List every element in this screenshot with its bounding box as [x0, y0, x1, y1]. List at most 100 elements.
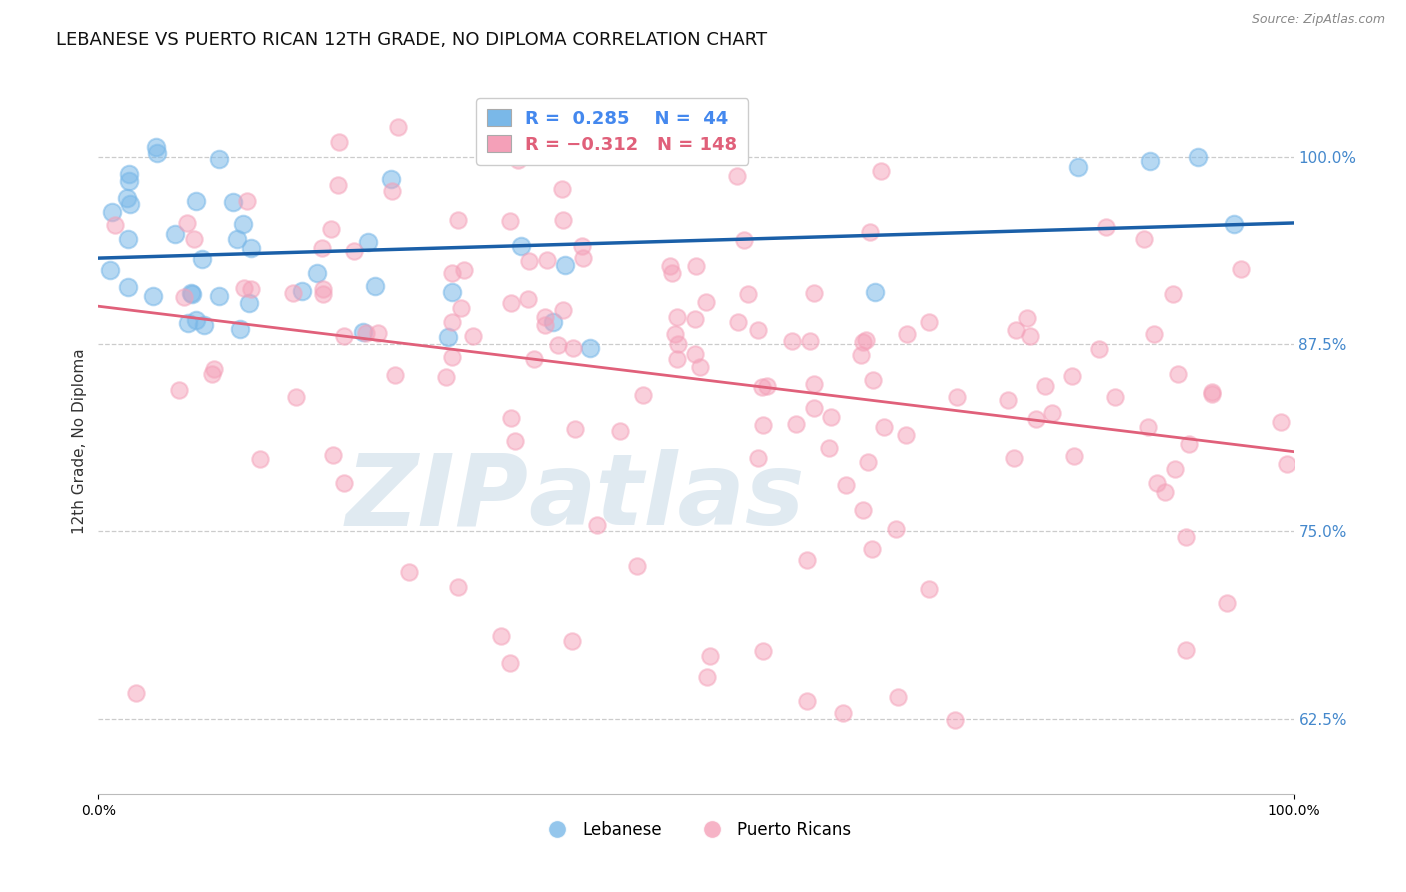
Point	[173, 290, 195, 304]
Point	[571, 239, 593, 253]
Point	[519, 254, 541, 268]
Text: LEBANESE VS PUERTO RICAN 12TH GRADE, NO DIPLOMA CORRELATION CHART: LEBANESE VS PUERTO RICAN 12TH GRADE, NO …	[56, 31, 768, 49]
Point	[437, 329, 460, 343]
Point	[832, 706, 855, 721]
Point	[440, 266, 463, 280]
Point	[523, 352, 546, 367]
Point	[398, 566, 420, 580]
Point	[727, 315, 749, 329]
Point	[536, 253, 558, 268]
Point	[852, 503, 875, 517]
Point	[436, 369, 458, 384]
Point	[918, 315, 941, 329]
Point	[796, 694, 818, 708]
Point	[103, 218, 125, 232]
Text: ZIP: ZIP	[346, 450, 529, 547]
Point	[180, 286, 202, 301]
Legend: Lebanese, Puerto Ricans: Lebanese, Puerto Ricans	[534, 814, 858, 846]
Point	[440, 285, 463, 300]
Point	[226, 232, 249, 246]
Point	[737, 287, 759, 301]
Point	[453, 263, 475, 277]
Point	[450, 301, 472, 315]
Point	[1137, 420, 1160, 434]
Point	[118, 167, 141, 181]
Point	[222, 195, 245, 210]
Point	[291, 284, 314, 298]
Point	[186, 194, 208, 209]
Point	[862, 541, 884, 556]
Point	[1005, 323, 1028, 337]
Point	[865, 285, 887, 299]
Point	[501, 296, 523, 310]
Point	[201, 367, 224, 381]
Point	[1230, 261, 1253, 276]
Point	[281, 285, 304, 300]
Point	[118, 196, 141, 211]
Point	[1223, 217, 1246, 231]
Point	[661, 266, 683, 280]
Point	[1040, 406, 1063, 420]
Point	[461, 329, 484, 343]
Point	[98, 263, 121, 277]
Point	[896, 326, 918, 341]
Point	[585, 518, 607, 533]
Point	[356, 235, 378, 249]
Point	[285, 390, 308, 404]
Point	[572, 251, 595, 265]
Point	[1216, 597, 1239, 611]
Point	[183, 232, 205, 246]
Point	[101, 204, 124, 219]
Point	[333, 329, 356, 343]
Point	[312, 282, 335, 296]
Point	[249, 451, 271, 466]
Point	[664, 326, 686, 341]
Point	[501, 411, 523, 425]
Point	[856, 455, 879, 469]
Point	[1063, 449, 1085, 463]
Point	[551, 182, 574, 196]
Point	[509, 239, 531, 253]
Point	[146, 145, 169, 160]
Point	[354, 326, 377, 340]
Point	[384, 368, 406, 382]
Point	[855, 333, 877, 347]
Point	[541, 315, 564, 329]
Point	[380, 172, 402, 186]
Point	[755, 379, 778, 393]
Point	[695, 295, 717, 310]
Point	[1067, 160, 1090, 174]
Point	[1161, 287, 1184, 301]
Point	[803, 401, 825, 415]
Point	[547, 338, 569, 352]
Point	[118, 174, 141, 188]
Point	[1175, 643, 1198, 657]
Point	[1146, 476, 1168, 491]
Point	[506, 153, 529, 168]
Point	[917, 582, 939, 596]
Point	[666, 336, 689, 351]
Point	[1187, 150, 1209, 164]
Point	[446, 212, 468, 227]
Point	[181, 287, 204, 301]
Point	[1270, 415, 1292, 429]
Point	[564, 422, 586, 436]
Point	[321, 222, 343, 236]
Point	[1094, 220, 1116, 235]
Point	[659, 259, 682, 273]
Point	[820, 410, 842, 425]
Point	[943, 713, 966, 727]
Point	[208, 289, 231, 303]
Point	[1178, 437, 1201, 451]
Point	[870, 164, 893, 178]
Point	[609, 424, 631, 438]
Point	[751, 643, 773, 657]
Point	[725, 169, 748, 184]
Point	[946, 390, 969, 404]
Point	[202, 361, 225, 376]
Point	[503, 434, 526, 449]
Point	[176, 216, 198, 230]
Point	[381, 184, 404, 198]
Point	[311, 241, 333, 255]
Point	[562, 341, 585, 355]
